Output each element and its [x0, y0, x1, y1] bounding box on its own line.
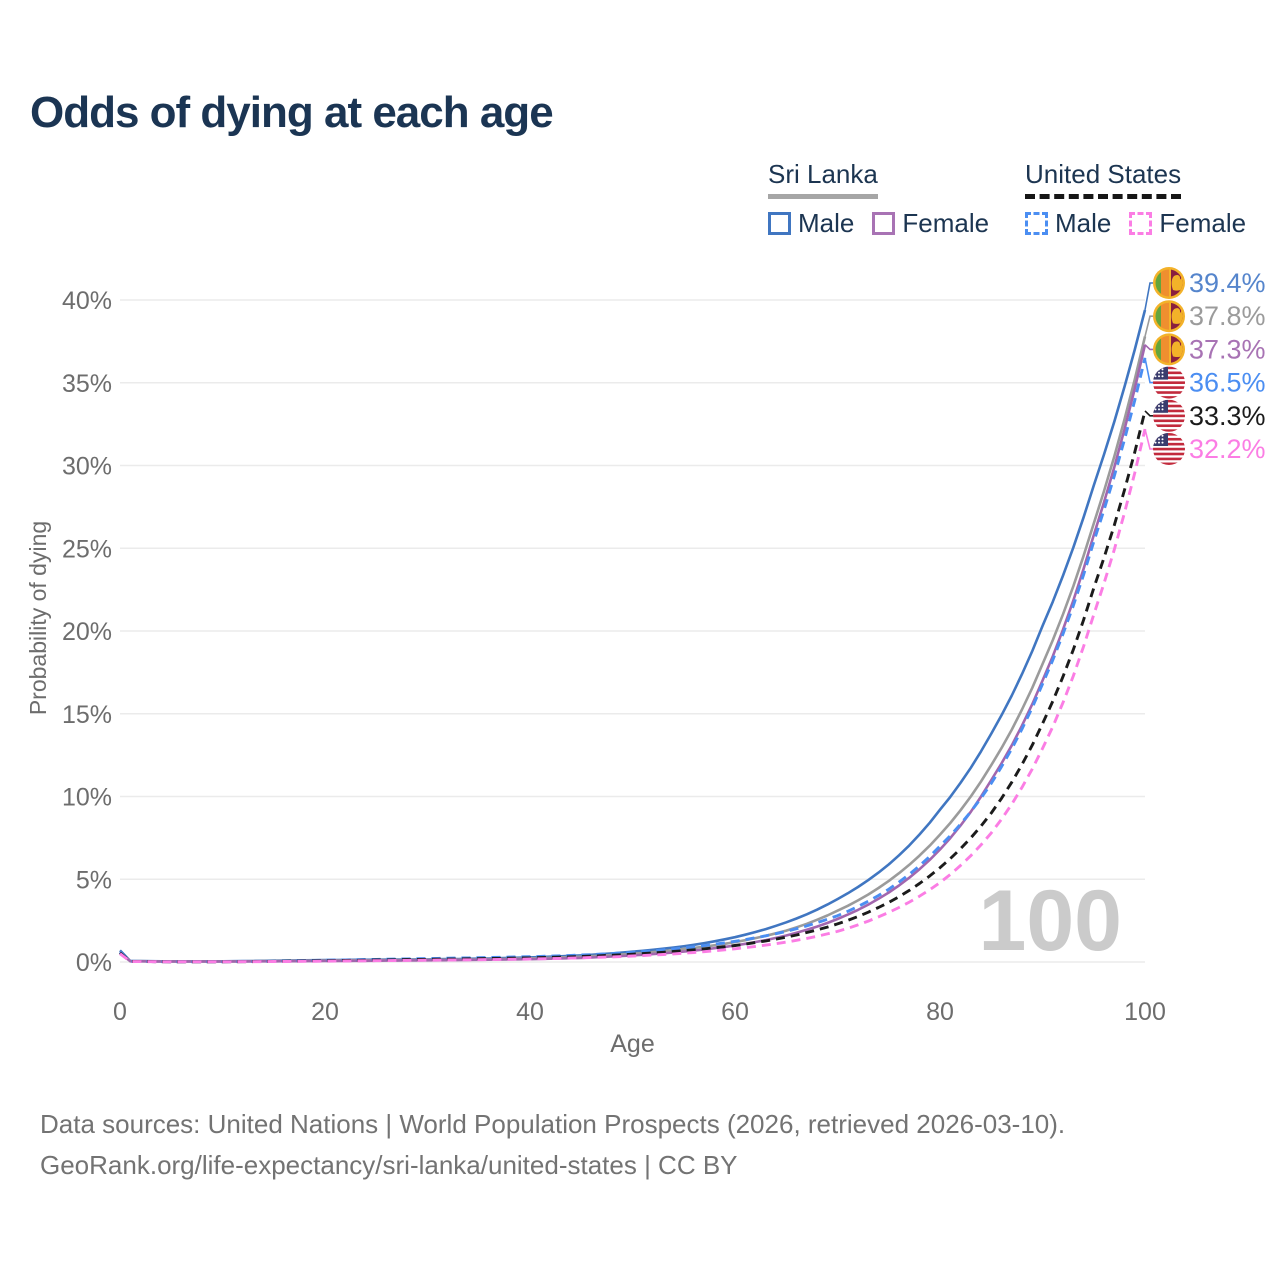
y-tick-label-35: 35%	[62, 370, 112, 398]
leader-line-united-states-female	[1144, 428, 1153, 450]
x-tick-label-20: 20	[311, 998, 339, 1026]
end-label-sri-lanka-female: 37.3%	[1189, 334, 1266, 364]
legend-label-sri-lanka-female[interactable]: Female	[902, 207, 990, 238]
legend-swatch-united-states-male[interactable]	[1025, 211, 1048, 235]
y-axis-title: Probability of dying	[25, 521, 51, 715]
legend-label-united-states-male[interactable]: Male	[1055, 207, 1112, 238]
page-title: Odds of dying at each age	[30, 88, 554, 137]
chart-plot: 0% 5% 10% 15% 20% 25% 30% 35% 40% 0 20 40 60 80 100 Age…	[25, 267, 1266, 1058]
x-tick-label-40: 40	[516, 998, 544, 1026]
y-tick-label-20: 20%	[62, 618, 112, 646]
united-states-flag-icon	[1153, 433, 1185, 465]
leader-line-united-states-both	[1144, 410, 1153, 417]
end-label-united-states-male: 36.5%	[1189, 368, 1266, 398]
leader-line-sri-lanka-female	[1144, 344, 1153, 351]
x-tick-label-80: 80	[926, 998, 954, 1026]
series-line-sri-lanka-female[interactable]	[119, 344, 1147, 963]
x-tick-label-0: 0	[113, 998, 127, 1026]
sri-lanka-flag-icon	[1153, 333, 1185, 366]
age-cursor-watermark: 100	[979, 873, 1123, 969]
legend-group-sri-lanka: Sri Lanka Male Female	[768, 160, 1007, 239]
end-label-sri-lanka-both: 37.8%	[1189, 301, 1266, 331]
legend-swatch-sri-lanka-female[interactable]	[872, 211, 896, 235]
y-tick-label-15: 15%	[62, 701, 112, 729]
legend-title-united-states[interactable]: United States	[1025, 160, 1182, 199]
y-tick-label-25: 25%	[62, 535, 112, 563]
end-label-sri-lanka-male: 39.4%	[1189, 268, 1266, 298]
united-states-flag-icon	[1153, 366, 1185, 399]
end-label-united-states-female: 32.2%	[1189, 434, 1266, 464]
leader-line-united-states-male	[1144, 357, 1153, 384]
y-tick-label-5: 5%	[76, 866, 112, 894]
series-line-sri-lanka-both[interactable]	[119, 336, 1147, 963]
leader-line-sri-lanka-both	[1144, 315, 1153, 337]
end-label-united-states-both: 33.3%	[1189, 401, 1266, 431]
x-axis-title: Age	[610, 1030, 654, 1058]
footer-data-sources: Data sources: United Nations | World Pop…	[40, 1109, 1066, 1139]
footer-attribution: GeoRank.org/life-expectancy/sri-lanka/un…	[40, 1150, 738, 1180]
legend-label-united-states-female[interactable]: Female	[1159, 207, 1247, 238]
y-tick-label-10: 10%	[62, 784, 112, 812]
legend-swatch-united-states-female[interactable]	[1129, 211, 1153, 235]
leader-line-sri-lanka-male	[1144, 282, 1153, 311]
legend-label-sri-lanka-male[interactable]: Male	[798, 207, 855, 238]
united-states-flag-icon	[1153, 399, 1185, 432]
series-line-united-states-male[interactable]	[119, 357, 1147, 964]
sri-lanka-flag-icon	[1153, 300, 1185, 333]
y-tick-label-30: 30%	[62, 453, 112, 481]
legend-group-united-states: United States Male Female	[1025, 160, 1264, 239]
series-line-united-states-female[interactable]	[119, 428, 1147, 964]
legend-title-sri-lanka[interactable]: Sri Lanka	[768, 160, 878, 199]
legend-swatch-sri-lanka-male[interactable]	[768, 211, 791, 235]
y-tick-label-40: 40%	[62, 287, 112, 315]
x-tick-label-100: 100	[1124, 998, 1166, 1026]
series-line-sri-lanka-male[interactable]	[119, 309, 1147, 963]
footer: Data sources: United Nations | World Pop…	[40, 1104, 1065, 1186]
sri-lanka-flag-icon	[1153, 267, 1185, 299]
x-tick-label-60: 60	[721, 998, 749, 1026]
y-tick-label-0: 0%	[76, 949, 112, 977]
